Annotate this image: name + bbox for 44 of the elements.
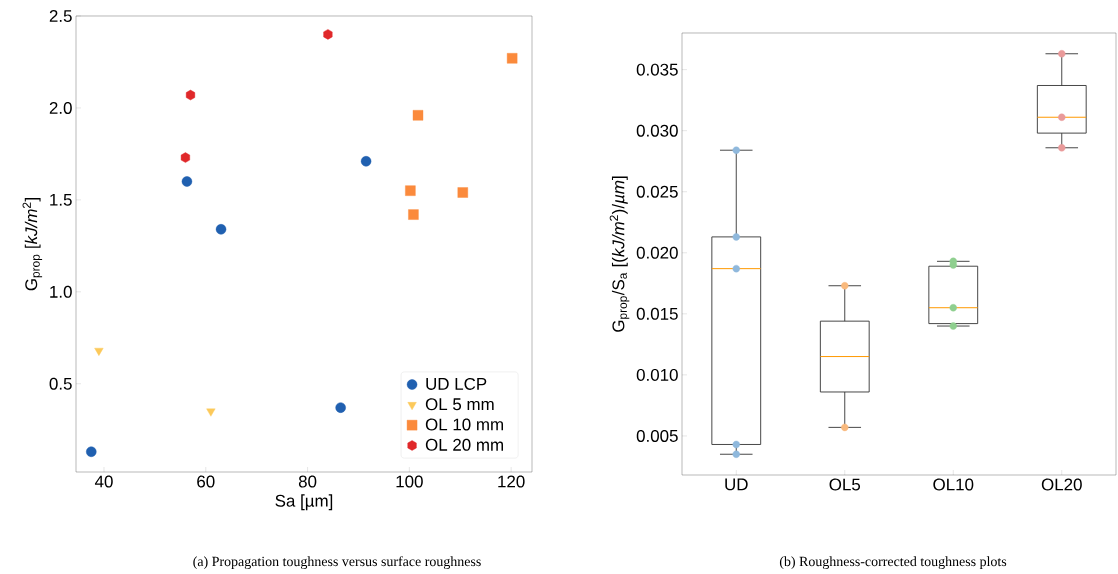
point xyxy=(405,185,416,196)
y-tick-label: 2.5 xyxy=(49,9,72,22)
point xyxy=(412,110,424,121)
point xyxy=(206,408,216,417)
legend-label: OL 20 mm xyxy=(425,438,503,451)
x-tick-label: 80 xyxy=(298,475,317,488)
y-tick-label: 1.0 xyxy=(50,285,72,298)
y-tick-label: 2.0 xyxy=(49,101,72,114)
x-tick-label: 60 xyxy=(197,475,215,488)
y-tick-label: 0.035 xyxy=(636,63,678,76)
point xyxy=(335,402,346,413)
point xyxy=(94,347,104,356)
point xyxy=(181,176,193,187)
point xyxy=(323,29,333,40)
x-tick-label: 120 xyxy=(498,475,525,488)
x-tick-label: 40 xyxy=(94,475,113,488)
text: (a) Propagation toughness versus surface roughness xyxy=(193,556,481,570)
y-tick-label: 0.010 xyxy=(636,368,678,381)
legend-label: OL 10 mm xyxy=(425,418,503,431)
y-axis-title: G$_{prop}$ [kJ/m$^{2}$] xyxy=(22,198,43,291)
point xyxy=(360,156,372,167)
point xyxy=(408,209,419,220)
point xyxy=(215,224,227,235)
x-axis-title: Sa [µm] xyxy=(275,494,333,511)
y-tick-label: 0.020 xyxy=(636,246,678,259)
y-tick-label: 0.030 xyxy=(636,124,678,137)
point xyxy=(457,187,468,198)
point xyxy=(185,89,196,101)
legend-label: OL 5 mm xyxy=(425,398,494,411)
y-tick-label: 0.5 xyxy=(49,377,72,390)
point xyxy=(506,53,518,64)
x-tick-label: OL20 xyxy=(1041,478,1082,491)
legend-label: UD LCP xyxy=(426,377,487,390)
y-tick-label: 0.015 xyxy=(636,307,678,320)
x-tick-label: UD xyxy=(725,478,748,491)
point xyxy=(86,446,97,457)
x-tick-label: OL5 xyxy=(829,478,861,491)
text: (b) Roughness-corrected toughness plots xyxy=(779,556,1007,570)
y-tick-label: 1.5 xyxy=(50,193,72,206)
x-tick-label: 100 xyxy=(396,475,423,488)
point xyxy=(180,152,190,163)
y-tick-label: 0.005 xyxy=(636,429,678,442)
y-tick-label: 0.025 xyxy=(636,185,678,198)
x-tick-label: OL10 xyxy=(933,478,974,491)
